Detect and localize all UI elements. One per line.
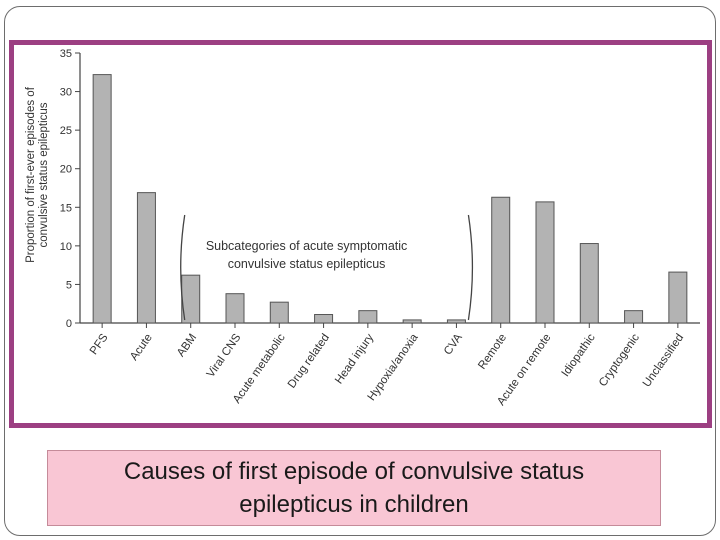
annotation-text: Subcategories of acute symptomatic — [206, 239, 408, 253]
y-axis-label-line: Proportion of first-ever episodes of — [25, 86, 37, 263]
y-tick-label: 30 — [60, 87, 72, 99]
y-tick-label: 10 — [60, 241, 72, 253]
annotation-text: convulsive status epilepticus — [228, 257, 386, 271]
bar — [314, 314, 334, 324]
bar — [446, 319, 466, 324]
y-tick-label: 25 — [60, 125, 72, 137]
y-tick-label: 0 — [66, 318, 72, 330]
y-tick-label: 20 — [60, 164, 72, 176]
x-tick-label: Remote — [476, 332, 509, 372]
x-tick-label: Head injury — [333, 332, 376, 387]
chart-frame: 0 5 10 15 20 25 30 35 Proportion of first-ever … — [9, 40, 712, 428]
bar — [358, 310, 378, 324]
x-tick-label: ABM — [175, 332, 199, 359]
bars — [92, 74, 688, 328]
bar — [225, 293, 245, 324]
bar — [136, 192, 156, 324]
bar — [535, 201, 555, 324]
y-axis-label: Proportion of first-ever episodes ofconv… — [25, 86, 50, 263]
x-tick-label: Idiopathic — [560, 332, 598, 379]
bar-chart: 0 5 10 15 20 25 30 35 Proportion of first-ever … — [25, 48, 700, 408]
x-tick-label: Acute — [128, 332, 155, 363]
x-tick-label: Drug related — [286, 332, 332, 391]
slide-caption: Causes of first episode of convulsive st… — [47, 450, 661, 526]
bar — [92, 74, 112, 324]
bar — [491, 196, 511, 324]
bar — [269, 301, 289, 324]
y-axis-label-line: convulsive status epilepticus — [38, 102, 50, 247]
annotation-bracket-right — [467, 214, 474, 321]
x-tick-label: Viral CNS — [205, 332, 244, 380]
bar — [579, 243, 599, 324]
x-tick-label: PFS — [88, 332, 111, 357]
y-tick-label: 5 — [66, 279, 72, 291]
bar — [402, 319, 422, 324]
subcategory-annotation: Subcategories of acute symptomatic convul… — [180, 214, 474, 321]
x-tick-label: Cryptogenic — [597, 332, 642, 389]
bar — [668, 271, 688, 324]
x-tick-label: Hypoxia/anoxia — [366, 331, 421, 403]
bar — [624, 310, 644, 324]
x-tick-label: Unclassified — [641, 332, 686, 390]
y-tick-label: 15 — [60, 202, 72, 214]
y-tick-label: 35 — [60, 48, 72, 60]
annotation-bracket-left — [180, 214, 186, 321]
y-axis-label-text: Proportion of first-ever episodes ofconv… — [25, 86, 50, 263]
x-tick-label: CVA — [442, 332, 465, 358]
